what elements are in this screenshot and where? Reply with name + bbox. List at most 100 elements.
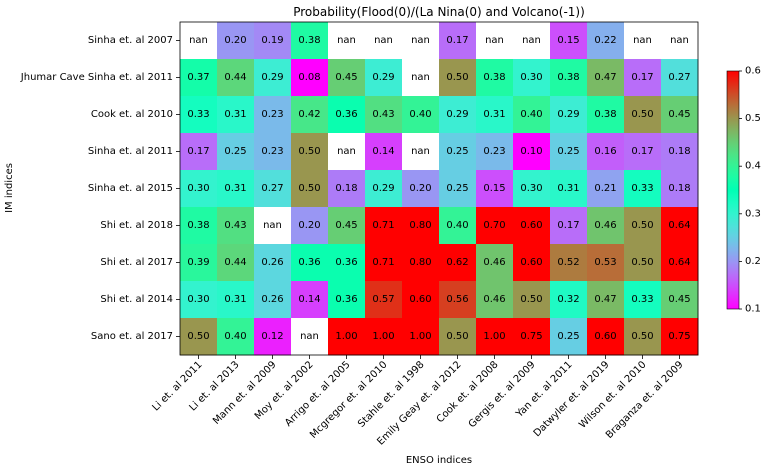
heatmap-cell	[476, 59, 514, 97]
heatmap-cell	[587, 59, 625, 97]
cell-value-label: 0.12	[261, 331, 283, 342]
heatmap-cell	[254, 244, 292, 282]
cell-value-label: 0.50	[298, 146, 320, 157]
cell-value-label: 0.39	[187, 257, 209, 268]
cell-value-label: 0.56	[446, 294, 468, 305]
heatmap-cell	[550, 244, 588, 282]
heatmap-cell	[328, 244, 366, 282]
heatmap-cell	[587, 207, 625, 245]
heatmap-cell	[365, 22, 403, 60]
heatmap-cell	[439, 170, 477, 208]
colorbar: 0.1 0.2 0.3 0.4 0.5 0.6	[726, 66, 761, 315]
heatmap-cell	[254, 59, 292, 97]
cell-value-label: 0.50	[298, 183, 320, 194]
cell-value-label: 0.17	[631, 146, 653, 157]
heatmap-cell	[328, 207, 366, 245]
heatmap-cell	[180, 133, 218, 171]
cell-value-label: nan	[189, 35, 208, 46]
cell-value-label: 1.00	[335, 331, 357, 342]
colorbar-tick-label: 0.3	[745, 208, 761, 219]
cell-value-label: 0.25	[557, 146, 579, 157]
cell-value-label: 0.31	[224, 109, 246, 120]
heatmap-cell	[587, 96, 625, 134]
x-tick-label: Wilson et. al 2010	[577, 359, 648, 430]
cell-value-label: 0.29	[557, 109, 579, 120]
heatmap-cell	[439, 96, 477, 134]
heatmap-cell	[476, 244, 514, 282]
y-tick-label: Sinha et. al 2011	[88, 146, 173, 157]
cell-value-label: 0.31	[224, 294, 246, 305]
heatmap-cell	[328, 133, 366, 171]
cell-value-label: 0.50	[520, 294, 542, 305]
cell-value-label: 0.75	[668, 331, 690, 342]
cell-value-label: 0.36	[298, 257, 320, 268]
heatmap-cell	[217, 133, 255, 171]
cell-value-label: 0.60	[520, 220, 542, 231]
heatmap-cell	[254, 281, 292, 319]
heatmap-cell	[513, 207, 551, 245]
heatmap-cell	[439, 22, 477, 60]
cell-value-label: 0.32	[557, 294, 579, 305]
cell-value-label: 0.16	[594, 146, 616, 157]
cell-value-label: 0.50	[631, 109, 653, 120]
cell-value-label: 0.31	[483, 109, 505, 120]
heatmap-cell	[513, 170, 551, 208]
cell-value-label: 0.23	[261, 146, 283, 157]
heatmap-cell	[439, 207, 477, 245]
heatmap-cell	[587, 133, 625, 171]
heatmap-cell	[550, 96, 588, 134]
cell-value-label: 0.25	[224, 146, 246, 157]
cell-value-label: 0.50	[631, 257, 653, 268]
heatmap-cell	[513, 281, 551, 319]
cell-value-label: 0.15	[557, 35, 579, 46]
heatmap-cell	[513, 318, 551, 356]
cell-value-label: 0.71	[372, 220, 394, 231]
cell-value-label: nan	[485, 35, 504, 46]
cell-value-label: 0.29	[261, 72, 283, 83]
cell-value-label: 0.52	[557, 257, 579, 268]
y-tick-label: Shi et. al 2017	[100, 257, 173, 268]
cell-value-label: 0.43	[224, 220, 246, 231]
cell-value-label: 0.18	[668, 146, 690, 157]
cell-value-label: 0.46	[483, 257, 505, 268]
heatmap-cell	[180, 22, 218, 60]
heatmap-cell	[291, 207, 329, 245]
heatmap-cell	[476, 170, 514, 208]
heatmap-cell	[439, 133, 477, 171]
heatmap-cell	[476, 96, 514, 134]
heatmap-cell	[550, 318, 588, 356]
heatmap-cell	[513, 22, 551, 60]
heatmap-cell	[291, 133, 329, 171]
heatmap-cell	[476, 318, 514, 356]
heatmap-cell	[550, 207, 588, 245]
heatmap-cell	[180, 281, 218, 319]
heatmap-cell	[550, 22, 588, 60]
cell-value-label: 0.37	[187, 72, 209, 83]
heatmap-cell	[476, 207, 514, 245]
heatmap-cell	[402, 281, 440, 319]
heatmap-cell	[550, 59, 588, 97]
cell-value-label: nan	[670, 35, 689, 46]
heatmap-cell	[180, 59, 218, 97]
y-tick-label: Jhumar Cave Sinha et. al 2011	[20, 72, 173, 83]
y-tick-label: Sinha et. al 2007	[88, 35, 173, 46]
heatmap-cell	[328, 22, 366, 60]
heatmap-cell	[365, 133, 403, 171]
heatmap-cell	[661, 133, 699, 171]
heatmap-cell	[439, 244, 477, 282]
heatmap-cell	[587, 281, 625, 319]
cell-value-label: 0.30	[187, 294, 209, 305]
y-tick-label: Shi et. al 2018	[100, 220, 173, 231]
heatmap-cell	[624, 59, 662, 97]
heatmap-cells: nan 0.20 0.19 0.38 nan nan nan 0.17 nan nan 0.15 0.…	[179, 21, 699, 356]
heatmap-cell	[661, 59, 699, 97]
colorbar-tick-label: 0.4	[745, 161, 761, 172]
cell-value-label: 0.80	[409, 220, 431, 231]
cell-value-label: 0.15	[483, 183, 505, 194]
heatmap-cell	[254, 22, 292, 60]
heatmap-cell	[624, 22, 662, 60]
heatmap-cell	[624, 96, 662, 134]
cell-value-label: 0.18	[668, 183, 690, 194]
heatmap-cell	[513, 59, 551, 97]
cell-value-label: 0.43	[372, 109, 394, 120]
